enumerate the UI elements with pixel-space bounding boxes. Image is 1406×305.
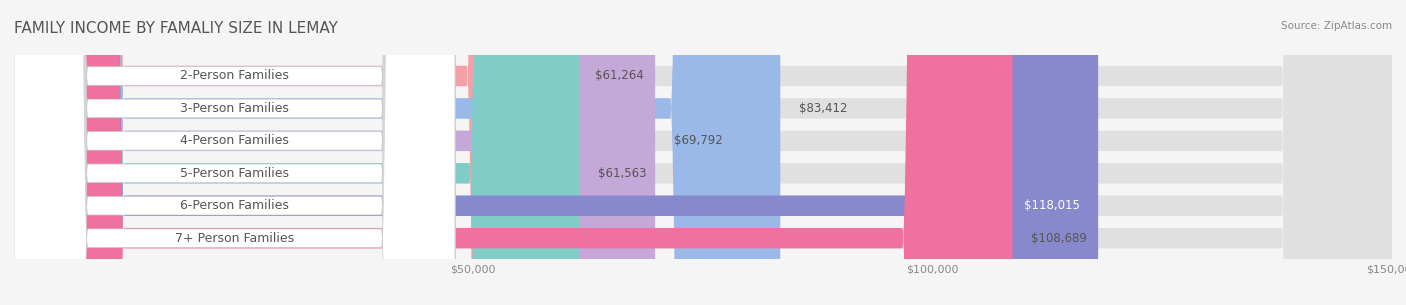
Text: Source: ZipAtlas.com: Source: ZipAtlas.com [1281,21,1392,31]
FancyBboxPatch shape [14,0,1392,305]
FancyBboxPatch shape [14,0,456,305]
Text: 5-Person Families: 5-Person Families [180,167,290,180]
Text: 4-Person Families: 4-Person Families [180,135,290,147]
FancyBboxPatch shape [14,0,1392,305]
FancyBboxPatch shape [14,0,456,305]
FancyBboxPatch shape [14,0,1392,305]
FancyBboxPatch shape [14,0,456,305]
Text: $118,015: $118,015 [1024,199,1080,212]
FancyBboxPatch shape [14,0,456,305]
Text: FAMILY INCOME BY FAMALIY SIZE IN LEMAY: FAMILY INCOME BY FAMALIY SIZE IN LEMAY [14,21,337,36]
Text: $61,563: $61,563 [598,167,647,180]
Text: $108,689: $108,689 [1031,232,1087,245]
Text: 6-Person Families: 6-Person Families [180,199,290,212]
Text: 2-Person Families: 2-Person Families [180,70,290,82]
FancyBboxPatch shape [14,0,1392,305]
FancyBboxPatch shape [14,0,456,305]
FancyBboxPatch shape [14,0,579,305]
FancyBboxPatch shape [14,0,655,305]
FancyBboxPatch shape [14,0,1012,305]
FancyBboxPatch shape [14,0,1392,305]
FancyBboxPatch shape [14,0,456,305]
FancyBboxPatch shape [14,0,780,305]
Text: 3-Person Families: 3-Person Families [180,102,290,115]
Text: $61,264: $61,264 [595,70,644,82]
Text: $83,412: $83,412 [799,102,848,115]
FancyBboxPatch shape [14,0,1098,305]
Text: 7+ Person Families: 7+ Person Families [174,232,294,245]
FancyBboxPatch shape [14,0,1392,305]
FancyBboxPatch shape [14,0,576,305]
Text: $69,792: $69,792 [673,135,723,147]
